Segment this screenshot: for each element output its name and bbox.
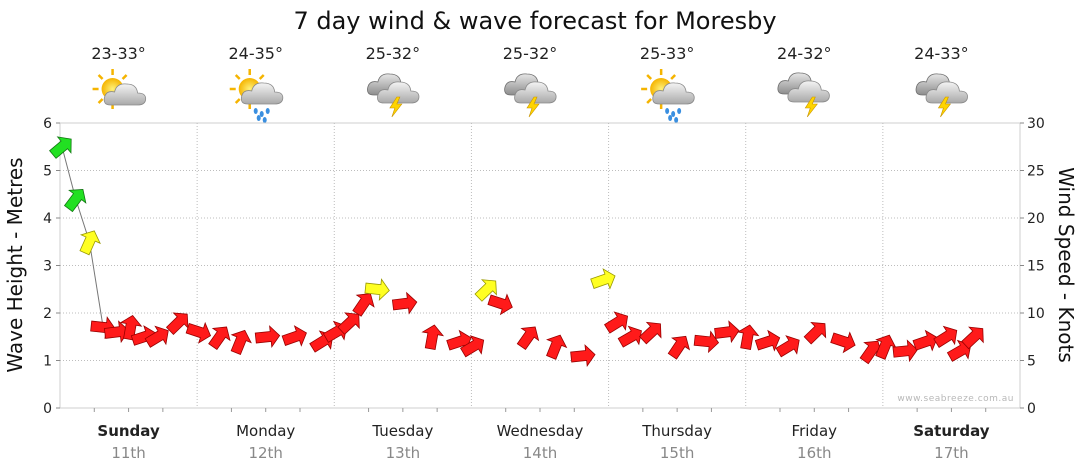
wind-arrow	[185, 321, 212, 344]
y-tick-left: 4	[43, 211, 52, 227]
wind-arrow	[63, 188, 87, 213]
wind-arrow	[230, 329, 252, 356]
temperature-range: 24-35°	[228, 44, 283, 63]
wave-height-axis: 0 1 2 3 4 5 6	[43, 116, 60, 417]
wind-arrow	[830, 331, 856, 354]
wind-arrow	[875, 334, 897, 360]
wind-arrow	[474, 279, 497, 302]
y-tick-right: 5	[1027, 354, 1036, 370]
wind-arrow	[570, 344, 596, 367]
wind-arrow	[281, 325, 307, 347]
wind-arrow	[638, 321, 662, 345]
day-date: 17th	[934, 444, 968, 462]
y-tick-left: 1	[43, 354, 52, 370]
y-tick-right: 15	[1027, 259, 1045, 275]
wind-arrow	[803, 321, 827, 345]
day-label: Friday	[792, 422, 838, 440]
day-date: 16th	[797, 444, 831, 462]
wind-arrow	[208, 326, 231, 351]
sun-shower-icon	[228, 67, 284, 123]
y-tick-right: 0	[1027, 401, 1036, 417]
y-axis-left-label: Wave Height - Metres	[3, 157, 27, 372]
thunderstorm-icon	[504, 73, 557, 118]
day-label: Thursday	[641, 422, 712, 440]
daily-forecast-row: 23-33° 24-35° 25-32° 25-32° 25-33° 24-32° 24-3…	[91, 44, 969, 123]
partly-cloudy-icon	[91, 67, 147, 111]
wind-arrow	[946, 339, 972, 362]
temperature-range: 25-32°	[366, 44, 421, 63]
y-axis-right-label: Wind Speed - Knots	[1054, 167, 1078, 363]
wind-arrow	[693, 330, 720, 354]
y-tick-left: 0	[43, 401, 52, 417]
temperature-range: 25-32°	[503, 44, 558, 63]
wind-arrow	[364, 278, 390, 301]
y-tick-right: 30	[1027, 116, 1045, 132]
day-axis: Sunday 11th Monday 12th Tuesday 13th Wednesday…	[93, 408, 990, 462]
day-label: Sunday	[97, 422, 160, 440]
day-date: 14th	[523, 444, 557, 462]
day-label: Monday	[236, 422, 295, 440]
y-tick-left: 3	[43, 259, 52, 275]
wind-arrow	[933, 325, 958, 348]
y-tick-right: 10	[1027, 306, 1045, 322]
wind-arrow	[667, 335, 691, 360]
wind-speed-series	[49, 136, 984, 367]
day-date: 15th	[660, 444, 694, 462]
day-label: Wednesday	[497, 422, 584, 440]
wind-arrow	[352, 293, 375, 317]
wind-arrow	[49, 136, 72, 159]
wind-speed-axis: 0 5 10 15 20 25 30	[1020, 116, 1045, 417]
temperature-range: 25-33°	[640, 44, 695, 63]
wind-arrow	[775, 335, 800, 358]
wind-arrow	[516, 326, 540, 351]
temperature-range: 24-32°	[777, 44, 832, 63]
wind-arrow	[487, 293, 513, 316]
wind-arrow	[254, 325, 281, 348]
wind-arrow	[421, 324, 445, 350]
day-date: 11th	[111, 444, 145, 462]
wind-arrow	[165, 312, 189, 335]
wind-arrow	[79, 230, 101, 256]
wind-arrow	[337, 312, 360, 335]
credit-watermark: www.seabreeze.com.au	[897, 394, 1014, 404]
wind-arrow	[736, 324, 760, 350]
y-tick-left: 2	[43, 306, 52, 322]
chart-title: 7 day wind & wave forecast for Moresby	[293, 7, 776, 35]
wind-arrow	[754, 329, 781, 352]
sun-shower-icon	[639, 67, 695, 123]
day-date: 13th	[386, 444, 420, 462]
wind-arrow	[961, 326, 984, 350]
y-tick-right: 20	[1027, 211, 1045, 227]
day-label: Tuesday	[371, 422, 433, 440]
day-date: 12th	[248, 444, 282, 462]
wind-arrow	[459, 335, 485, 358]
wind-arrow	[892, 339, 918, 363]
day-label: Saturday	[913, 422, 990, 440]
y-tick-left: 6	[43, 116, 52, 132]
temperature-range: 24-33°	[914, 44, 969, 63]
wind-arrow	[912, 329, 938, 352]
storm-clouds-icon	[777, 72, 830, 118]
wind-arrow	[144, 325, 169, 348]
temperature-range: 23-33°	[91, 44, 146, 63]
wind-arrow	[391, 291, 418, 315]
thunderstorm-icon	[367, 73, 420, 118]
wind-series-line	[61, 146, 104, 328]
wind-arrow	[604, 311, 629, 334]
wind-arrow	[590, 268, 616, 290]
wind-arrow	[546, 334, 568, 360]
wind-arrow	[714, 320, 740, 344]
y-tick-right: 25	[1027, 164, 1045, 180]
gridlines	[60, 123, 1020, 408]
thunderstorm-icon	[915, 73, 968, 118]
y-tick-left: 5	[43, 164, 52, 180]
